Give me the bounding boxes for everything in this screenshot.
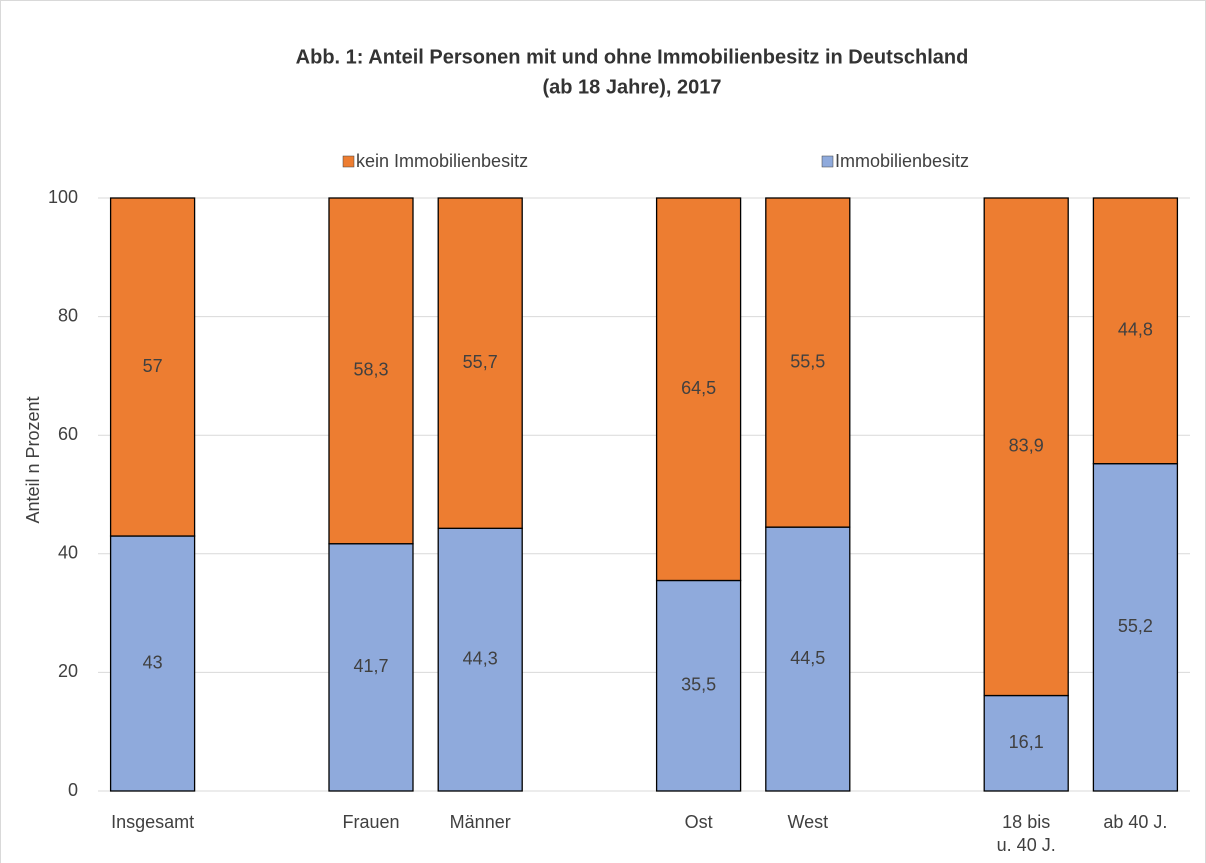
data-label: 83,9 <box>1009 436 1044 456</box>
bar-segment <box>1092 197 1179 465</box>
data-label: 16,1 <box>1009 732 1044 752</box>
x-tick-label: 18 bis u. 40 J. <box>997 812 1056 855</box>
legend-swatch <box>342 155 355 168</box>
legend-swatch <box>821 155 834 168</box>
y-tick-label: 0 <box>68 780 78 800</box>
data-label: 55,5 <box>790 351 825 371</box>
bar-segment <box>983 694 1069 792</box>
data-label: 57 <box>143 356 163 376</box>
bar-segment <box>109 197 196 537</box>
data-label: 43 <box>143 652 163 672</box>
data-label: 44,8 <box>1118 320 1153 340</box>
bar-segment <box>765 197 851 528</box>
x-tick-label: Frauen <box>342 812 399 832</box>
y-tick-label: 40 <box>58 543 78 563</box>
bar-segment <box>983 197 1069 697</box>
bar-segment <box>655 197 742 582</box>
x-tick-label: ab 40 J. <box>1103 812 1167 832</box>
data-label: 55,7 <box>463 352 498 372</box>
y-tick-label: 80 <box>58 305 78 325</box>
y-tick-label: 20 <box>58 661 78 681</box>
legend-label: Immobilienbesitz <box>835 151 969 171</box>
data-label: 58,3 <box>353 360 388 380</box>
x-tick-label: Insgesamt <box>111 812 194 832</box>
y-axis-label: Anteil n Prozent <box>23 396 43 523</box>
data-label: 44,5 <box>790 648 825 668</box>
y-tick-label: 60 <box>58 424 78 444</box>
chart-title: Abb. 1: Anteil Personen mit und ohne Imm… <box>296 46 969 68</box>
x-tick-label: Männer <box>450 812 511 832</box>
bar-segment <box>109 535 196 792</box>
bar-segment <box>437 197 523 529</box>
data-label: 44,3 <box>463 648 498 668</box>
y-tick-label: 100 <box>48 187 78 207</box>
data-label: 35,5 <box>681 674 716 694</box>
bar-segment <box>328 543 414 792</box>
bar-segment <box>328 197 414 545</box>
bar-segment <box>655 579 742 792</box>
x-tick-label: West <box>787 812 828 832</box>
x-tick-label: Ost <box>685 812 713 832</box>
chart-subtitle: (ab 18 Jahre), 2017 <box>543 76 722 98</box>
data-label: 41,7 <box>353 656 388 676</box>
bar-segment <box>437 527 523 792</box>
bar-segment <box>765 526 851 792</box>
legend-label: kein Immobilienbesitz <box>356 151 528 171</box>
data-label: 64,5 <box>681 378 716 398</box>
data-label: 55,2 <box>1118 616 1153 636</box>
